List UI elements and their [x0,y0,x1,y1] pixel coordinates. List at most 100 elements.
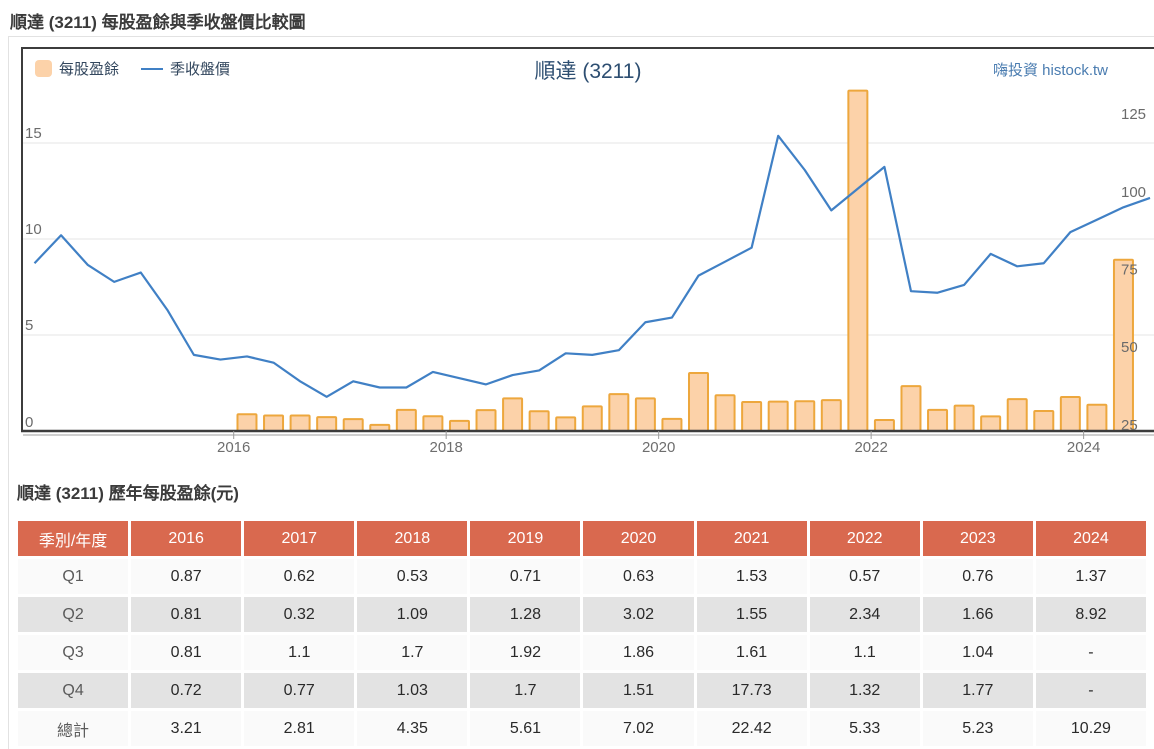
eps-col-header: 季別/年度 [18,521,129,556]
year-tick-label: 2020 [642,439,675,456]
eps-bar [289,414,311,432]
eps-cell: 5.61 [470,711,581,746]
eps-bar [794,400,816,432]
chart-legend: 每股盈餘 季收盤價 [35,58,230,79]
eps-bar [847,89,869,432]
chart-svg[interactable]: 0 5 10 15 25 50 75 100 125 2016 2018 2020 2022 2024 [21,47,1154,459]
eps-table-row: Q4 0.72 0.77 1.03 1.7 1.51 17.73 1.32 1.77- [18,673,1146,708]
eps-bar [581,405,603,433]
page-title: 順達 (3211) 每股盈餘與季收盤價比較圖 [10,13,306,32]
eps-col-header: 2022 [809,521,920,556]
eps-bar [1033,410,1055,433]
eps-cell: 8.92 [1035,597,1146,632]
eps-cell: 4.35 [357,711,468,746]
eps-cell: - [1035,673,1146,708]
eps-cell: 0.77 [244,673,355,708]
left-axis-tick-label: 0 [25,414,33,431]
year-tick-label: 2024 [1067,439,1100,456]
eps-col-header: 2023 [922,521,1033,556]
eps-bar [927,408,949,433]
right-axis-tick-label: 25 [1121,417,1138,434]
eps-cell: 1.04 [922,635,1033,670]
legend-item-eps[interactable]: 每股盈餘 [35,58,119,79]
eps-bar [1086,403,1108,433]
eps-cell: 0.57 [809,559,920,594]
price-line-swatch-icon [141,67,164,70]
eps-col-header: 2020 [583,521,694,556]
left-axis-tick-label: 10 [25,221,42,238]
eps-col-header: 2017 [244,521,355,556]
eps-bar [661,417,683,432]
eps-bar [900,385,922,432]
histock-watermark-link[interactable]: 嗨投資 histock.tw [993,62,1109,79]
eps-bar [873,419,895,432]
eps-col-header: 2019 [470,521,581,556]
eps-bar [980,415,1002,432]
legend-item-price[interactable]: 季收盤價 [141,58,230,79]
eps-cell: 1.09 [357,597,468,632]
eps-cell: 5.23 [922,711,1033,746]
eps-cell: 0.72 [131,673,242,708]
eps-table-row: Q3 0.81 1.1 1.7 1.92 1.86 1.61 1.1 1.04- [18,635,1146,670]
year-tick-label: 2022 [854,439,887,456]
eps-row-label: Q3 [18,635,129,670]
eps-bar [448,419,470,433]
eps-cell: - [1035,635,1146,670]
eps-bar [422,415,444,433]
eps-cell: 1.37 [1035,559,1146,594]
eps-bar [502,397,524,432]
eps-cell: 3.21 [131,711,242,746]
legend-price-label: 季收盤價 [170,61,231,78]
eps-row-label: Q4 [18,673,129,708]
eps-bar [714,394,736,432]
eps-price-chart[interactable]: 0 5 10 15 25 50 75 100 125 2016 2018 2020 2022 2024 每… [21,47,1154,459]
eps-cell: 5.33 [809,711,920,746]
eps-cell: 0.71 [470,559,581,594]
eps-bar [316,416,338,432]
eps-bar-swatch-icon [35,60,52,77]
eps-cell: 0.63 [583,559,694,594]
eps-bar [767,400,789,432]
eps-row-label: Q2 [18,597,129,632]
eps-bar [555,416,577,433]
eps-bar [1006,398,1028,432]
eps-row-label: Q1 [18,559,129,594]
eps-cell: 0.62 [244,559,355,594]
right-axis-tick-label: 100 [1121,184,1146,201]
eps-cell: 0.81 [131,635,242,670]
eps-col-header: 2024 [1035,521,1146,556]
eps-bar [688,372,709,432]
chart-title: 順達 (3211) [534,60,642,83]
eps-cell: 0.87 [131,559,242,594]
eps-cell: 0.76 [922,559,1033,594]
eps-bar [528,410,550,432]
eps-cell: 1.7 [470,673,581,708]
eps-cell: 10.29 [1035,711,1146,746]
eps-cell: 0.53 [357,559,468,594]
eps-bar [475,409,497,432]
right-axis-tick-label: 125 [1121,106,1146,123]
eps-cell: 1.7 [357,635,468,670]
eps-bar [634,397,656,432]
eps-cell: 1.92 [470,635,581,670]
eps-cell: 1.1 [809,635,920,670]
year-tick-label: 2018 [429,439,462,456]
eps-table-row: Q2 0.81 0.32 1.09 1.28 3.02 1.55 2.34 1.66 8.92 [18,597,1146,632]
eps-table-row: 總計 3.21 2.81 4.35 5.61 7.02 22.42 5.33 5.23 10.29 [18,711,1146,746]
eps-bar [395,408,417,433]
eps-cell: 2.34 [809,597,920,632]
eps-bar [741,401,763,432]
eps-table-title: 順達 (3211) 歷年每股盈餘(元) [17,484,239,503]
eps-cell: 3.02 [583,597,694,632]
eps-cell: 1.53 [696,559,807,594]
eps-table-head: 季別/年度 2016 2017 2018 2019 2020 2021 2022 2023 202… [18,521,1146,556]
year-tick-label: 2016 [217,439,250,456]
eps-row-label: 總計 [18,711,129,746]
eps-bar [342,418,364,433]
left-axis-tick-label: 5 [25,317,33,334]
eps-cell: 17.73 [696,673,807,708]
right-axis-tick-label: 50 [1121,339,1138,356]
eps-col-header: 2021 [696,521,807,556]
eps-cell: 22.42 [696,711,807,746]
eps-table-body: Q1 0.87 0.62 0.53 0.71 0.63 1.53 0.57 0.76 1.37 Q2… [18,559,1146,746]
